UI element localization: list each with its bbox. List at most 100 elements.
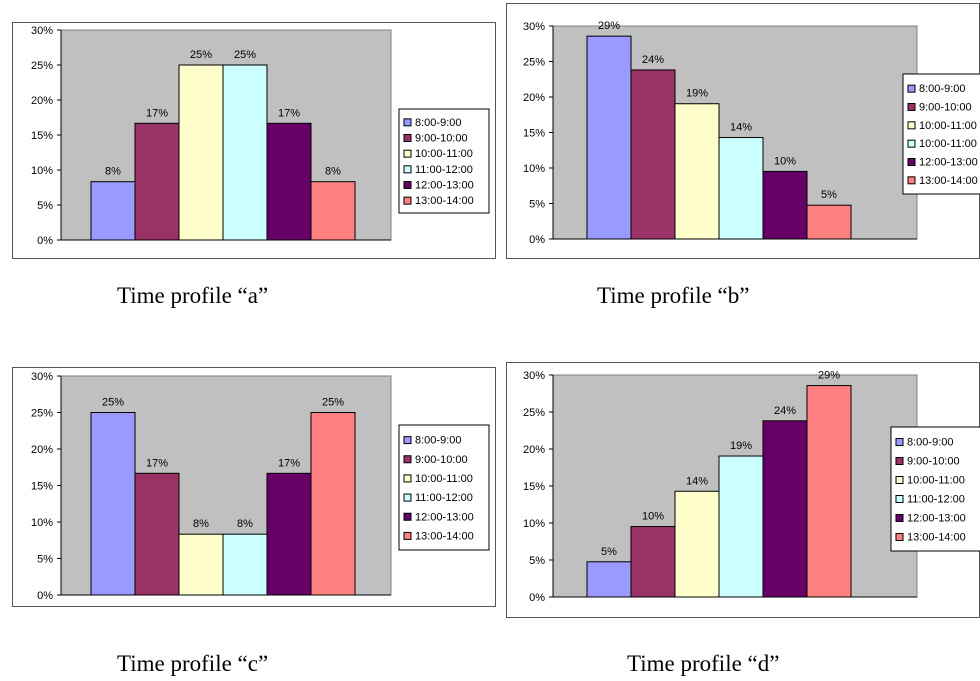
bar-2 <box>630 526 676 598</box>
data-label: 24% <box>642 54 664 66</box>
y-tick-label: 0% <box>529 234 545 246</box>
bar-4 <box>718 455 764 598</box>
legend-swatch <box>895 533 904 541</box>
legend-box <box>398 424 490 551</box>
bar-chart-d: 0% 5% 10% 15% 20% 25% 30% 5% 10% 14% 19% 24% 29% 8:00… <box>523 370 980 604</box>
legend-swatch <box>403 455 412 464</box>
y-tick-label: 20% <box>31 444 53 456</box>
legend-swatch <box>403 118 412 127</box>
data-label: 8% <box>237 518 253 530</box>
legend-swatch <box>403 436 412 445</box>
legend-entry: 8:00-9:00 <box>415 435 461 447</box>
legend-entry: 10:00-11:00 <box>415 473 473 485</box>
legend-entry: 8:00-9:00 <box>415 117 461 129</box>
legend-entry: 12:00-13:00 <box>415 180 474 192</box>
legend-swatch <box>907 158 916 166</box>
bar-1 <box>90 412 136 596</box>
data-label: 10% <box>642 511 664 523</box>
y-tick-label: 10% <box>523 518 545 530</box>
y-tick-label: 30% <box>31 371 53 383</box>
caption-d: Time profile “d” <box>627 651 780 676</box>
bar-2 <box>630 69 676 240</box>
y-tick-label: 30% <box>523 370 545 382</box>
bar-chart-a: 0% 5% 10% 15% 20% 25% 30% 8% 17% 25% 25% 17% 8% 8:00-… <box>31 25 490 247</box>
data-label: 19% <box>730 440 752 452</box>
legend-swatch <box>403 531 412 540</box>
data-label: 17% <box>278 107 300 119</box>
caption-c: Time profile “c” <box>117 651 269 676</box>
bar-5 <box>762 170 808 240</box>
legend-entry: 12:00-13:00 <box>907 513 966 525</box>
bar-chart-b: 0% 5% 10% 15% 20% 25% 30% 29% 24% 19% 14% 10% 5% 8:00… <box>523 20 980 246</box>
y-tick-label: 0% <box>37 235 53 247</box>
data-label: 5% <box>601 546 617 558</box>
y-tick-label: 30% <box>31 25 53 37</box>
data-label: 24% <box>774 405 796 417</box>
bar-5 <box>266 472 312 596</box>
bar-6 <box>806 385 852 598</box>
legend-swatch <box>907 176 916 185</box>
data-label: 17% <box>146 457 168 469</box>
y-tick-label: 5% <box>529 199 545 211</box>
y-tick-label: 15% <box>31 481 53 493</box>
legend-entry: 11:00-12:00 <box>415 164 473 176</box>
data-label: 25% <box>234 49 256 61</box>
legend-entry: 13:00-14:00 <box>907 532 966 544</box>
legend-entry: 9:00-10:00 <box>919 102 972 114</box>
legend-entry: 13:00-14:00 <box>415 195 474 207</box>
bar-6 <box>310 181 356 241</box>
bar-3 <box>674 103 720 240</box>
legend-swatch <box>403 196 412 205</box>
legend-box <box>902 73 980 195</box>
legend-swatch <box>895 476 904 484</box>
legend-entry: 9:00-10:00 <box>415 133 468 145</box>
data-label: 8% <box>105 166 121 178</box>
data-label: 25% <box>322 397 344 409</box>
legend-entry: 10:00-11:00 <box>907 475 965 487</box>
bar-chart-c: 0% 5% 10% 15% 20% 25% 30% 25% 17% 8% 8% 17% 25% 8:00-… <box>31 371 490 602</box>
bar-4 <box>718 137 764 240</box>
y-tick-label: 5% <box>37 554 53 566</box>
y-tick-label: 25% <box>31 60 53 72</box>
bar-2 <box>134 122 180 241</box>
bar-1 <box>586 35 632 240</box>
y-tick-label: 15% <box>31 130 53 142</box>
caption-b: Time profile “b” <box>597 283 750 308</box>
legend-swatch <box>403 474 412 483</box>
y-tick-label: 10% <box>31 517 53 529</box>
caption-a: Time profile “a” <box>117 283 269 308</box>
bar-5 <box>762 420 808 598</box>
data-label: 25% <box>190 49 212 61</box>
y-tick-label: 20% <box>523 444 545 456</box>
bar-4 <box>222 64 268 241</box>
y-tick-label: 30% <box>523 21 545 33</box>
y-tick-label: 0% <box>37 590 53 602</box>
legend-swatch <box>403 149 412 158</box>
y-tick-label: 10% <box>523 163 545 175</box>
y-tick-label: 5% <box>37 200 53 212</box>
data-label: 17% <box>278 457 300 469</box>
bar-2 <box>134 472 180 596</box>
legend-swatch <box>403 165 412 174</box>
bar-6 <box>806 204 852 240</box>
legend-swatch <box>907 121 916 130</box>
legend-entry: 12:00-13:00 <box>919 157 978 169</box>
legend-entry: 13:00-14:00 <box>415 530 474 542</box>
data-label: 8% <box>193 518 209 530</box>
legend-entry: 9:00-10:00 <box>907 456 960 468</box>
y-tick-label: 25% <box>523 407 545 419</box>
legend-entry: 10:00-11:00 <box>919 120 977 132</box>
data-label: 19% <box>686 88 708 100</box>
bar-3 <box>178 64 224 241</box>
y-tick-label: 0% <box>529 592 545 604</box>
data-label: 17% <box>146 107 168 119</box>
data-label: 14% <box>686 475 708 487</box>
legend-entry: 8:00-9:00 <box>919 83 965 95</box>
y-tick-label: 20% <box>523 92 545 104</box>
legend-swatch <box>895 438 904 446</box>
data-label: 10% <box>774 155 796 167</box>
legend-swatch <box>895 495 904 503</box>
legend-entry: 11:00-12:00 <box>415 492 473 504</box>
data-label: 25% <box>102 397 124 409</box>
legend-swatch <box>403 512 412 521</box>
